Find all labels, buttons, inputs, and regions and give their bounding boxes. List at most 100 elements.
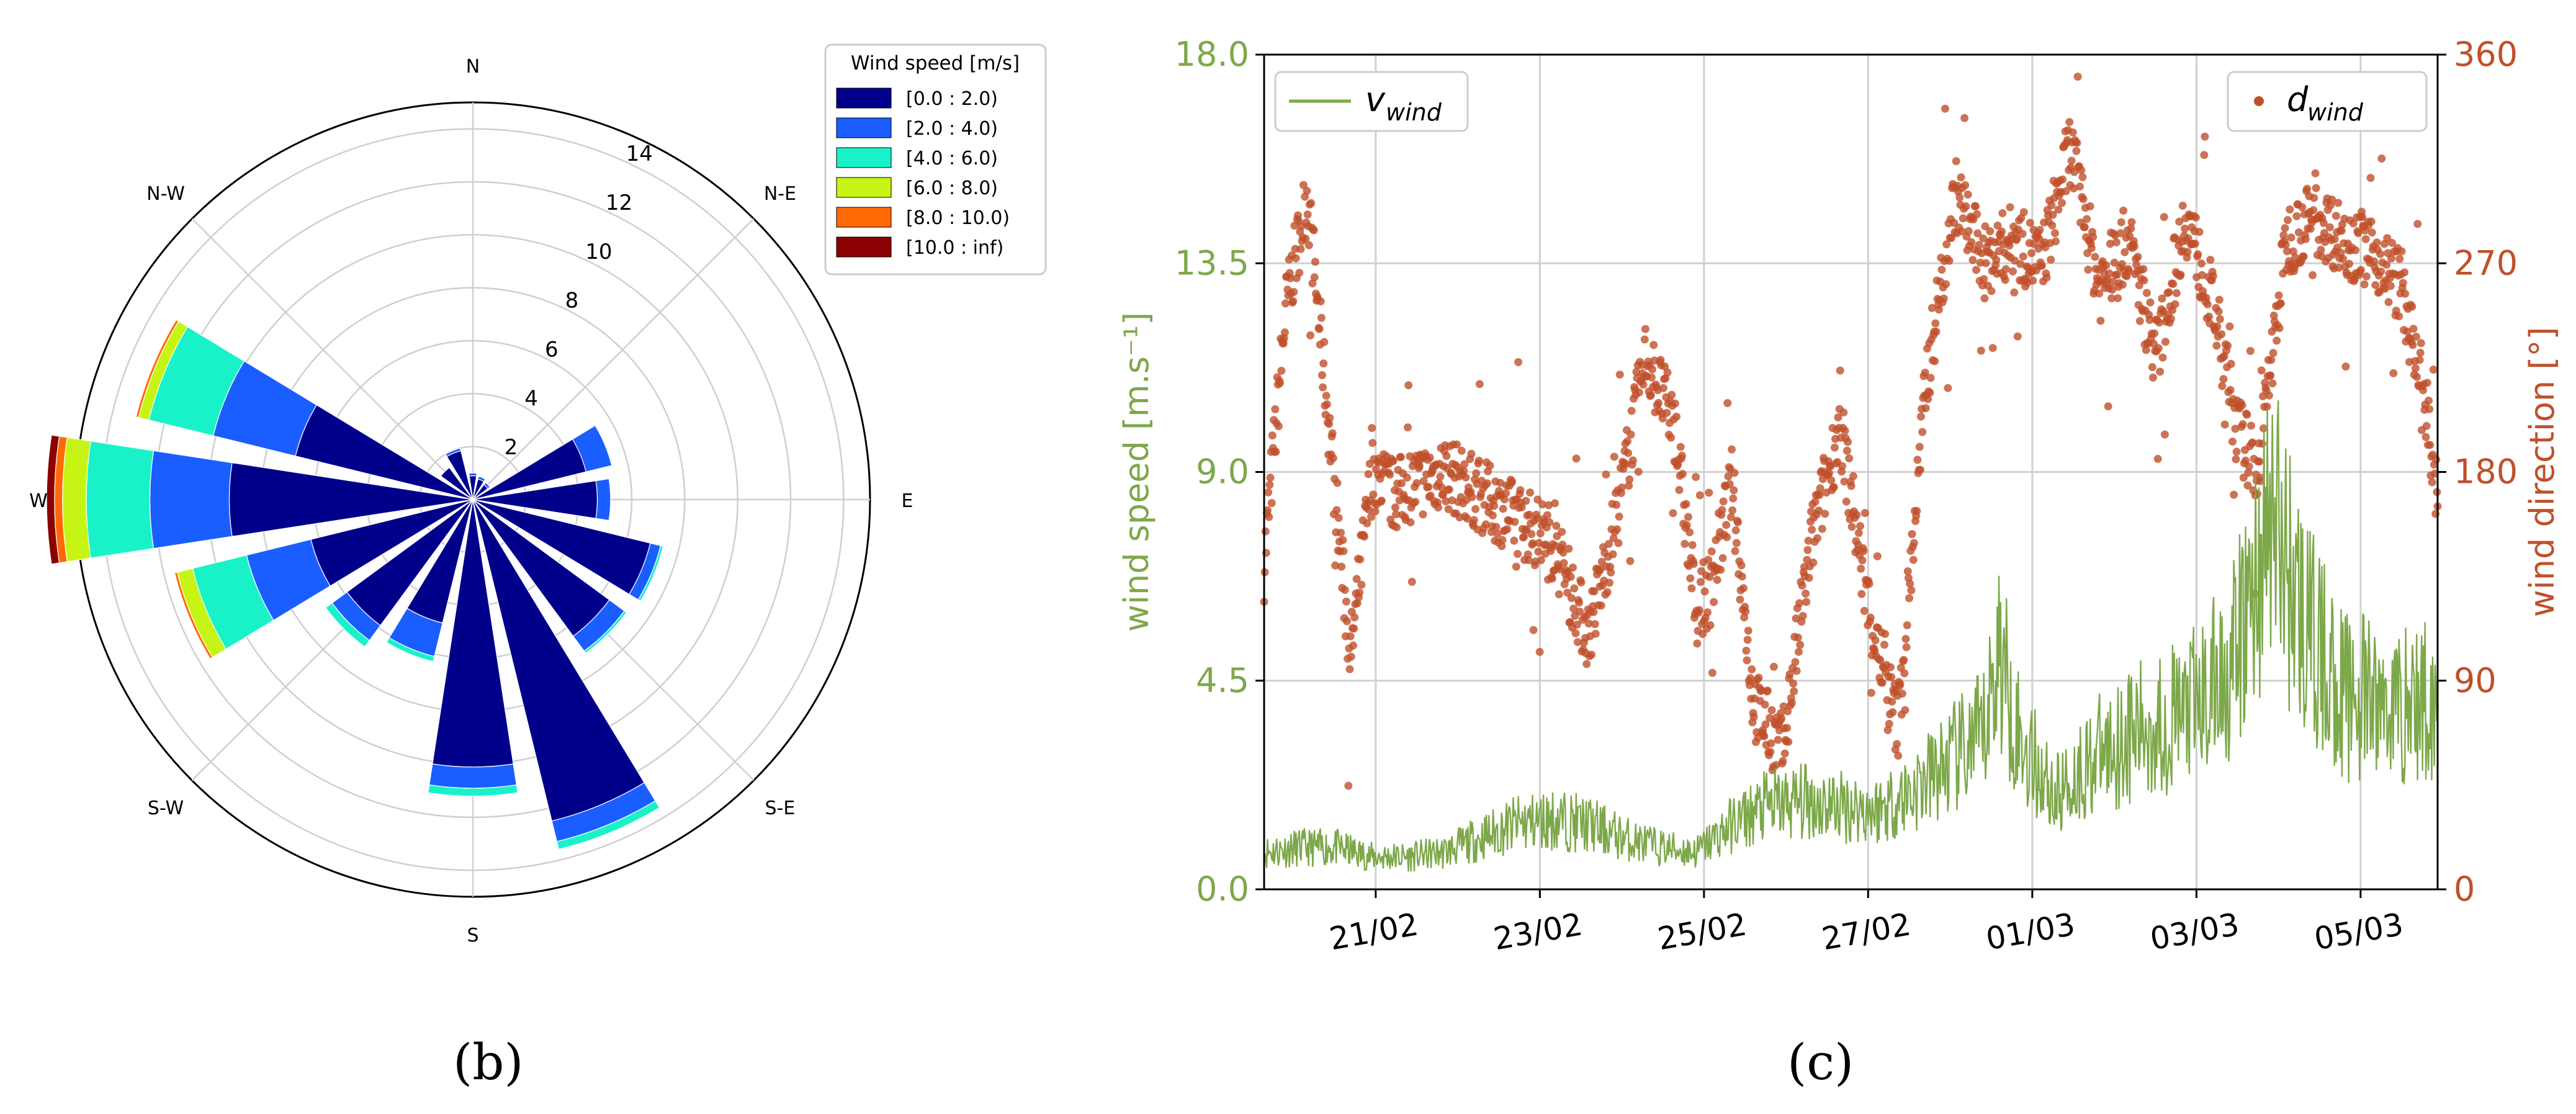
ts-direction-point — [1528, 539, 1537, 547]
legend-swatch — [836, 177, 892, 198]
ts-x-tick-label: 05/03 — [2312, 906, 2406, 957]
ts-legend-label-sub: wind — [2307, 99, 2364, 126]
ts-direction-point — [1442, 497, 1450, 506]
ts-direction-point — [2104, 402, 2112, 411]
ts-direction-point — [1545, 501, 1553, 510]
ts-direction-point — [2419, 386, 2428, 395]
rose-bar-segment — [572, 424, 613, 472]
rose-spoke — [472, 218, 755, 500]
ts-direction-point — [2238, 401, 2246, 410]
ts-direction-point — [2195, 228, 2204, 236]
ts-direction-point — [1791, 658, 1800, 667]
ts-direction-point — [1317, 371, 1326, 379]
ts-direction-point — [1502, 489, 1510, 498]
ts-direction-point — [1325, 420, 1334, 428]
ts-direction-point — [1286, 274, 1295, 282]
ts-direction-point — [1739, 584, 1748, 593]
ts-direction-point — [1635, 388, 1643, 397]
ts-direction-point — [1696, 578, 1705, 586]
ts-direction-point — [1973, 210, 1981, 218]
ts-direction-point — [1343, 617, 1352, 626]
ts-direction-point — [2269, 349, 2278, 357]
ts-direction-point — [1311, 258, 1319, 266]
ts-direction-point — [1669, 509, 1677, 518]
ts-direction-point — [1389, 457, 1398, 465]
ts-speed-line — [1263, 400, 2439, 872]
ts-direction-point — [2172, 289, 2181, 297]
ts-direction-point — [1261, 527, 1270, 536]
ts-direction-point — [2238, 420, 2247, 429]
ts-direction-point — [1492, 523, 1501, 531]
ts-direction-point — [1754, 673, 1763, 682]
ts-direction-point — [1871, 636, 1880, 645]
ts-direction-point — [1493, 529, 1502, 538]
ts-direction-point — [1805, 573, 1813, 582]
ts-direction-point — [2243, 481, 2252, 490]
ts-direction-point — [2184, 234, 2192, 243]
ts-direction-point — [1576, 607, 1584, 616]
ts-direction-point — [1587, 650, 1596, 659]
ts-direction-point — [1514, 358, 1523, 367]
ts-direction-point — [2281, 240, 2290, 249]
ts-direction-point — [1627, 430, 1635, 439]
ts-direction-point — [1303, 187, 1311, 195]
ts-direction-point — [2206, 256, 2215, 264]
ts-direction-point — [2400, 268, 2409, 277]
ts-direction-point — [1887, 673, 1896, 681]
ts-direction-point — [1767, 739, 1775, 748]
ts-direction-point — [1939, 294, 1948, 303]
ts-direction-point — [1265, 513, 1273, 521]
ts-direction-point — [2145, 316, 2154, 325]
ts-direction-point — [1900, 669, 1909, 678]
rose-direction-label: W — [29, 490, 48, 512]
ts-direction-point — [2010, 288, 2019, 297]
ts-direction-point — [1448, 496, 1456, 505]
ts-direction-point — [1728, 506, 1737, 514]
ts-direction-point — [2156, 367, 2165, 376]
ts-direction-point — [1332, 506, 1341, 514]
ts-direction-point — [1834, 413, 1842, 422]
ts-direction-point — [1704, 555, 1713, 564]
ts-direction-point — [2075, 182, 2084, 191]
ts-direction-point — [1811, 497, 1820, 506]
ts-direction-point — [1695, 491, 1704, 500]
ts-direction-point — [1397, 479, 1406, 488]
ts-direction-point — [1942, 240, 1951, 249]
ts-direction-point — [1838, 462, 1847, 470]
ts-direction-point — [1663, 408, 1671, 417]
ts-direction-point — [1357, 580, 1366, 589]
ts-direction-point — [1886, 663, 1895, 672]
ts-direction-point — [2281, 224, 2289, 233]
ts-left-tick-label: 18.0 — [1175, 35, 1249, 74]
ts-direction-point — [1453, 440, 1461, 449]
ts-direction-point — [1266, 474, 1275, 482]
ts-direction-point — [2058, 175, 2067, 184]
ts-direction-point — [1719, 497, 1728, 506]
ts-direction-point — [2042, 273, 2051, 282]
ts-direction-point — [1906, 580, 1914, 588]
ts-direction-point — [1512, 562, 1520, 571]
ts-direction-point — [1649, 341, 1658, 349]
ts-legend-label-sub: wind — [1386, 99, 1442, 126]
ts-direction-point — [1639, 380, 1648, 389]
ts-direction-point — [2411, 364, 2420, 372]
ts-left-tick-label: 4.5 — [1196, 661, 1249, 700]
ts-direction-point — [1836, 366, 1844, 375]
ts-direction-point — [1772, 761, 1780, 770]
ts-direction-point — [1570, 584, 1579, 593]
rose-direction-label: E — [902, 490, 913, 512]
ts-direction-point — [2120, 248, 2129, 256]
ts-direction-point — [1725, 480, 1734, 488]
ts-direction-point — [1364, 470, 1373, 478]
ts-direction-point — [2428, 478, 2436, 487]
ts-direction-point — [1993, 221, 2002, 230]
ts-direction-point — [1962, 202, 1970, 210]
ts-direction-point — [2166, 315, 2175, 323]
ts-direction-point — [2153, 454, 2162, 463]
ts-direction-point — [2387, 254, 2395, 263]
ts-direction-point — [1816, 484, 1824, 493]
ts-direction-point — [2371, 281, 2380, 289]
ts-direction-point — [2310, 194, 2318, 202]
ts-x-tick-label: 27/02 — [1819, 906, 1913, 957]
ts-direction-point — [1299, 181, 1308, 189]
